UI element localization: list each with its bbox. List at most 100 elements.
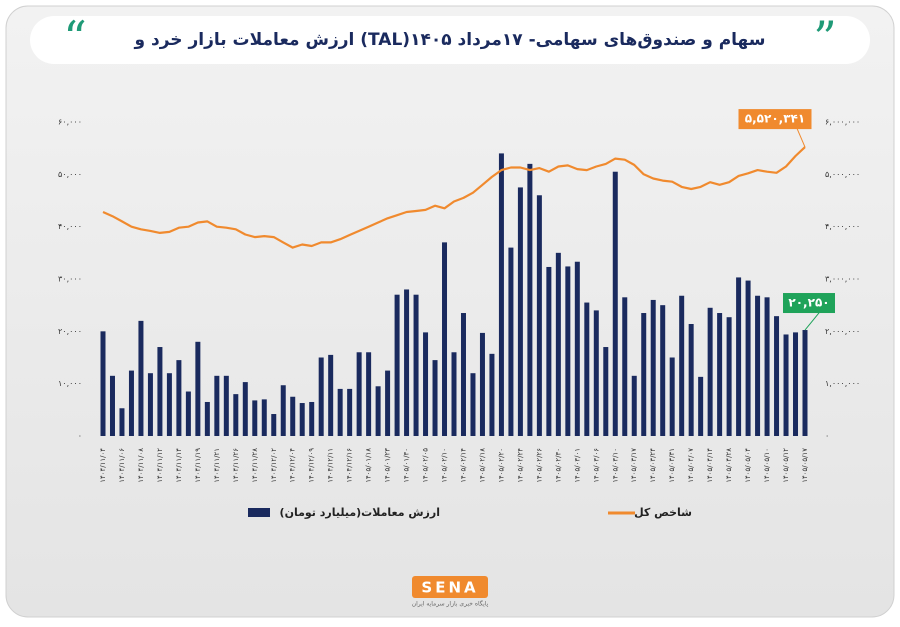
y2-tick-label: ۳,۰۰۰,۰۰۰ bbox=[825, 275, 860, 284]
card bbox=[5, 5, 895, 618]
bar bbox=[783, 334, 789, 436]
x-tick-label: ۱۴۰۴/۱۱/۰۸ bbox=[137, 448, 145, 483]
bar bbox=[166, 373, 172, 436]
bar bbox=[755, 295, 761, 436]
bar bbox=[423, 332, 429, 436]
bar bbox=[669, 357, 675, 436]
bar bbox=[290, 396, 296, 436]
x-tick-label: ۱۴۰۵/۰۲/۱۴ bbox=[459, 448, 467, 483]
bar bbox=[328, 354, 334, 436]
bar bbox=[385, 370, 391, 436]
y2-tick-label: ۶,۰۰۰,۰۰۰ bbox=[825, 118, 860, 127]
y2-tick-label: ۰ bbox=[825, 432, 829, 441]
bar bbox=[764, 297, 770, 436]
x-tick-label: ۱۴۰۴/۱۱/۰۴ bbox=[99, 448, 107, 483]
quote-icon: “ bbox=[63, 11, 87, 65]
bar bbox=[460, 313, 466, 436]
bar bbox=[536, 195, 542, 436]
x-tick-label: ۱۴۰۴/۱۲/۰۴ bbox=[289, 448, 297, 483]
legend-label: شاخص کل bbox=[634, 506, 692, 519]
bar bbox=[366, 352, 372, 436]
x-tick-label: ۱۴۰۴/۱۲/۱۶ bbox=[346, 448, 354, 483]
bar bbox=[394, 294, 400, 436]
bar bbox=[413, 294, 419, 436]
y-tick-label: ۲۰,۰۰۰ bbox=[58, 327, 82, 336]
bar bbox=[555, 252, 561, 436]
y-tick-label: ۰ bbox=[78, 432, 82, 441]
bar bbox=[356, 352, 362, 436]
x-tick-label: ۱۴۰۵/۰۳/۳۱ bbox=[668, 448, 676, 483]
x-tick-label: ۱۴۰۵/۰۲/۱۰ bbox=[441, 448, 449, 483]
bar bbox=[612, 171, 618, 436]
bar bbox=[299, 403, 305, 436]
header-pill bbox=[30, 16, 870, 64]
x-tick-label: ۱۴۰۵/۰۳/۱۰ bbox=[611, 448, 619, 483]
bar bbox=[698, 376, 704, 436]
bar bbox=[546, 266, 552, 436]
data-label: ۲۰,۲۵۰ bbox=[788, 296, 829, 310]
x-tick-label: ۱۴۰۵/۰۵/۱۲ bbox=[782, 448, 790, 483]
bar bbox=[318, 357, 324, 436]
bar bbox=[489, 353, 495, 436]
bar bbox=[745, 280, 751, 436]
bar bbox=[574, 261, 580, 436]
bar bbox=[109, 375, 115, 436]
bar bbox=[157, 347, 163, 436]
bar bbox=[726, 317, 732, 436]
y2-tick-label: ۴,۰۰۰,۰۰۰ bbox=[825, 222, 860, 231]
bar bbox=[128, 370, 134, 436]
bar bbox=[631, 375, 637, 436]
legend-swatch bbox=[248, 508, 270, 517]
bar bbox=[176, 360, 182, 436]
y-tick-label: ۱۰,۰۰۰ bbox=[58, 379, 82, 388]
bar bbox=[660, 305, 666, 436]
x-tick-label: ۱۴۰۴/۱۲/۱۱ bbox=[327, 448, 335, 483]
y-tick-label: ۴۰,۰۰۰ bbox=[58, 222, 82, 231]
bar bbox=[793, 332, 799, 436]
bar bbox=[622, 297, 628, 436]
x-tick-label: ۱۴۰۵/۰۲/۰۵ bbox=[422, 448, 430, 483]
bar bbox=[271, 414, 277, 436]
x-tick-label: ۱۴۰۵/۰۱/۳۰ bbox=[403, 448, 411, 483]
bar bbox=[185, 391, 191, 436]
bar bbox=[736, 277, 742, 436]
bar bbox=[100, 331, 106, 436]
x-tick-label: ۱۴۰۴/۱۱/۰۶ bbox=[118, 448, 126, 483]
bar bbox=[204, 401, 210, 436]
bar bbox=[442, 242, 448, 436]
quote-icon: ” bbox=[813, 11, 837, 65]
x-tick-label: ۱۴۰۵/۰۲/۲۶ bbox=[535, 448, 543, 483]
x-tick-label: ۱۴۰۵/۰۳/۰۶ bbox=[592, 448, 600, 483]
data-label-box bbox=[783, 293, 835, 314]
bar bbox=[242, 382, 248, 436]
logo: SENA bbox=[421, 579, 478, 597]
bar bbox=[347, 388, 353, 436]
x-tick-label: ۱۴۰۵/۰۱/۱۸ bbox=[365, 448, 373, 483]
y2-tick-label: ۵,۰۰۰,۰۰۰ bbox=[825, 170, 860, 179]
bar bbox=[432, 360, 438, 436]
logo-caption: پایگاه خبری بازار سرمایه ایران bbox=[412, 600, 489, 608]
y2-tick-label: ۲,۰۰۰,۰۰۰ bbox=[825, 327, 860, 336]
x-tick-label: ۱۴۰۵/۰۱/۲۳ bbox=[384, 448, 392, 483]
x-tick-label: ۱۴۰۴/۱۱/۱۴ bbox=[175, 448, 183, 483]
bar bbox=[717, 313, 723, 436]
logo-box bbox=[412, 576, 488, 598]
x-tick-label: ۱۴۰۵/۰۵/۱۰ bbox=[763, 448, 771, 483]
bar bbox=[119, 408, 125, 436]
bar bbox=[223, 375, 229, 436]
bar bbox=[404, 289, 410, 436]
bar bbox=[479, 332, 485, 436]
x-tick-label: ۱۴۰۵/۰۴/۲۸ bbox=[725, 448, 733, 483]
x-tick-label: ۱۴۰۴/۱۱/۱۲ bbox=[156, 448, 164, 483]
legend-label: ارزش معاملات(میلیارد تومان) bbox=[280, 506, 440, 519]
bar bbox=[593, 310, 599, 436]
bar bbox=[603, 347, 609, 436]
bar bbox=[527, 163, 533, 436]
x-tick-label: ۱۴۰۵/۰۲/۲۴ bbox=[516, 448, 524, 483]
y-tick-label: ۵۰,۰۰۰ bbox=[58, 170, 82, 179]
bar bbox=[280, 385, 286, 436]
x-tick-label: ۱۴۰۴/۱۲/۰۹ bbox=[308, 448, 316, 483]
bar bbox=[688, 324, 694, 436]
x-tick-label: ۱۴۰۴/۱۲/۰۲ bbox=[270, 448, 278, 483]
